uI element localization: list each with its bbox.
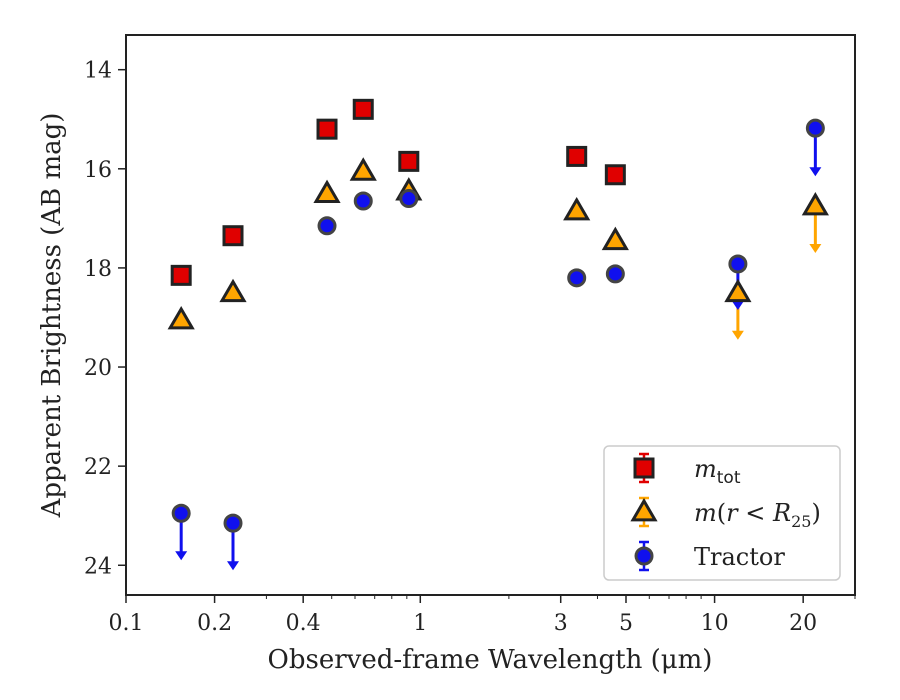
axis-ticks: 0.1 0.2 0.4 1 3 5 10 20 14 16 18 20 22 24 <box>84 59 856 636</box>
x-tick-label: 0.4 <box>286 611 321 636</box>
point-tractor <box>567 268 587 288</box>
point-mtot <box>604 164 626 186</box>
x-tick-label: 3 <box>554 611 568 636</box>
point-tractor <box>605 264 625 284</box>
x-tick-label: 0.2 <box>197 611 232 636</box>
point-tractor <box>728 254 748 274</box>
x-tick-label: 5 <box>619 611 633 636</box>
point-m-r25 <box>724 278 752 303</box>
plot-frame <box>125 34 856 596</box>
point-tractor <box>317 216 337 236</box>
x-tick-label: 20 <box>789 611 817 636</box>
y-tick-label: 20 <box>84 356 112 381</box>
point-tractor <box>805 118 825 138</box>
upper-limit-arrow-head <box>731 330 744 340</box>
y-tick-label: 22 <box>84 455 112 480</box>
legend-label-tractor: Tractor <box>694 543 785 571</box>
upper-limit-arrow-head <box>227 561 240 571</box>
legend: mtot m(r < R25) Tractor <box>603 445 841 581</box>
point-m-r25 <box>563 196 591 221</box>
point-mtot <box>316 118 338 140</box>
point-m-r25 <box>801 191 829 216</box>
upper-limit-arrow-head <box>731 301 744 311</box>
point-m-r25 <box>167 305 195 330</box>
point-tractor <box>353 191 373 211</box>
x-tick-label: 1 <box>413 611 427 636</box>
point-mtot <box>170 264 192 286</box>
legend-box <box>603 445 841 581</box>
upper-limit-arrow-head <box>809 244 822 254</box>
point-m-r25 <box>313 179 341 204</box>
point-m-r25 <box>601 226 629 251</box>
y-tick-label: 16 <box>84 158 112 183</box>
upper-limit-arrow-head <box>175 551 188 561</box>
x-axis-label: Observed-frame Wavelength (μm) <box>268 645 713 675</box>
point-tractor <box>399 189 419 209</box>
y-tick-label: 24 <box>84 554 112 579</box>
point-mtot <box>398 150 420 172</box>
legend-label-m-r25: m(r < R25) <box>694 499 821 531</box>
legend-marker-tractor <box>634 546 654 566</box>
y-tick-label: 14 <box>84 59 112 84</box>
point-mtot <box>566 145 588 167</box>
data-points <box>167 98 829 571</box>
legend-marker-m-r25 <box>630 498 658 522</box>
point-mtot <box>222 225 244 247</box>
point-tractor <box>223 513 243 533</box>
y-axis-label: Apparent Brightness (AB mag) <box>37 113 67 519</box>
point-tractor <box>171 503 191 523</box>
y-tick-label: 18 <box>84 257 112 282</box>
x-tick-label: 0.1 <box>109 611 144 636</box>
point-m-r25 <box>349 157 377 181</box>
point-m-r25 <box>219 278 247 303</box>
x-tick-label: 10 <box>701 611 729 636</box>
legend-marker-mtot <box>633 457 655 479</box>
point-mtot <box>352 98 374 120</box>
upper-limit-arrow-head <box>809 167 822 177</box>
legend-label-mtot: mtot <box>694 455 741 488</box>
